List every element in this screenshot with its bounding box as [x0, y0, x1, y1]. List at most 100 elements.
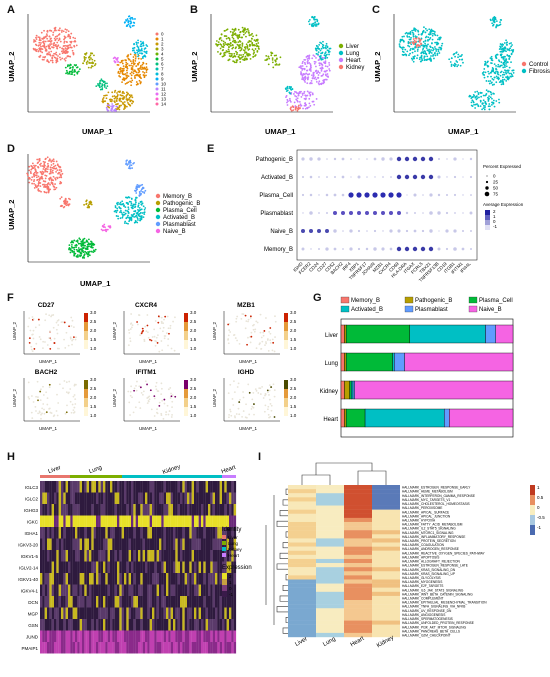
heatmap-cell	[93, 561, 97, 573]
pathogenic-b-point	[89, 202, 92, 204]
cluster-0-point	[69, 40, 72, 43]
cluster-2-point	[129, 95, 132, 98]
feature-point	[247, 383, 250, 386]
fibrosis-point	[450, 65, 453, 67]
feature-point	[55, 328, 58, 331]
fibrosis-point	[459, 55, 461, 58]
liver-point	[239, 43, 241, 46]
cluster-3-point	[90, 52, 92, 55]
feature-point	[129, 337, 132, 340]
memory-b-point	[59, 197, 62, 200]
bar-segment	[409, 324, 486, 344]
cluster-11-point	[105, 106, 108, 109]
heatmap-cell	[229, 504, 232, 516]
memory-b-point	[47, 162, 49, 165]
heatmap-cell	[121, 504, 125, 516]
heatmap-cell	[121, 481, 125, 493]
heatmap-cell	[210, 492, 213, 504]
heart-point	[298, 101, 301, 103]
cluster-5-point	[74, 70, 76, 73]
heatmap-cell	[93, 630, 97, 642]
feature-point	[39, 390, 42, 393]
heatmap-cell	[187, 607, 190, 619]
heatmap-cell	[75, 642, 78, 654]
bar-segment	[340, 324, 345, 344]
cluster-2-point	[105, 94, 108, 97]
heatmap-cell	[184, 630, 188, 642]
feature-point	[247, 318, 250, 321]
heatmap-cell	[217, 561, 220, 573]
heatmap-cell	[217, 504, 220, 516]
plasma-cell-point	[68, 244, 71, 247]
liver-point	[235, 53, 238, 56]
fibrosis-point	[402, 46, 405, 49]
bar-segment	[495, 324, 514, 344]
heatmap-cell	[131, 642, 134, 654]
heatmap-cell	[222, 596, 225, 608]
cluster-1-point	[139, 66, 142, 68]
fibrosis-point	[511, 51, 514, 53]
heatmap-cell	[184, 538, 188, 550]
fibrosis-point	[448, 58, 451, 61]
heatmap-cell	[344, 497, 372, 502]
cluster-2-point	[114, 89, 117, 92]
cluster-1-point	[134, 57, 137, 60]
heatmap-cell	[54, 573, 57, 585]
heatmap-cell	[107, 504, 111, 516]
heatmap-cell	[131, 607, 134, 619]
cluster-0-point	[54, 52, 57, 55]
heatmap-cell	[77, 538, 80, 550]
activated-b-point	[134, 205, 137, 208]
fibrosis-point	[429, 51, 432, 53]
heatmap-cell	[208, 630, 211, 642]
fibrosis-point	[412, 56, 415, 58]
heatmap-cell	[51, 561, 55, 573]
cluster-0-point	[58, 53, 61, 56]
fibrosis-point	[461, 58, 464, 61]
fibrosis-point	[432, 30, 435, 33]
feature-point	[254, 388, 257, 390]
heatmap-cell	[135, 619, 139, 631]
feature-point	[247, 320, 249, 323]
heatmap-cell	[128, 584, 132, 596]
heatmap-cell	[40, 504, 43, 516]
dotplot-dot	[469, 211, 473, 215]
heatmap-cell	[142, 504, 146, 516]
dotplot-dot	[412, 174, 418, 180]
cluster-3-point	[91, 58, 94, 61]
legend-swatch	[155, 92, 159, 96]
heatmap-cell	[142, 481, 146, 493]
memory-b-point	[47, 191, 50, 194]
heatmap-cell	[194, 630, 197, 642]
heatmap-cell	[119, 573, 122, 585]
activated-b-point	[133, 213, 136, 215]
feature-point	[162, 417, 165, 420]
activated-b-point	[123, 213, 126, 216]
heatmap-cell	[226, 561, 230, 573]
feature-scale-label: 1.5	[190, 404, 197, 409]
heatmap-cell	[152, 538, 155, 550]
cluster-0-point	[61, 29, 63, 32]
heatmap-cell	[152, 596, 155, 608]
legend-label: 5	[161, 57, 164, 62]
cluster-0-point	[64, 47, 67, 50]
heatmap-cell	[175, 619, 178, 631]
dotplot-dot	[349, 247, 353, 251]
liver-point	[247, 30, 250, 32]
cluster-3-point	[93, 54, 95, 57]
memory-b-point	[36, 179, 39, 182]
liver-point	[233, 55, 236, 57]
fibrosis-point	[422, 44, 424, 47]
feature-point	[139, 386, 142, 389]
legend-swatch	[155, 214, 161, 220]
cluster-0-point	[72, 53, 75, 56]
cluster-8-point	[145, 52, 148, 55]
heart-point	[313, 103, 316, 106]
heatmap-cell	[121, 607, 125, 619]
feature-point	[161, 349, 164, 352]
feature-point	[268, 330, 271, 333]
cluster-8-point	[140, 43, 143, 46]
fibrosis-point	[506, 54, 509, 57]
legend-label: Plasmablast	[415, 307, 448, 313]
activated-b-point	[127, 212, 130, 214]
